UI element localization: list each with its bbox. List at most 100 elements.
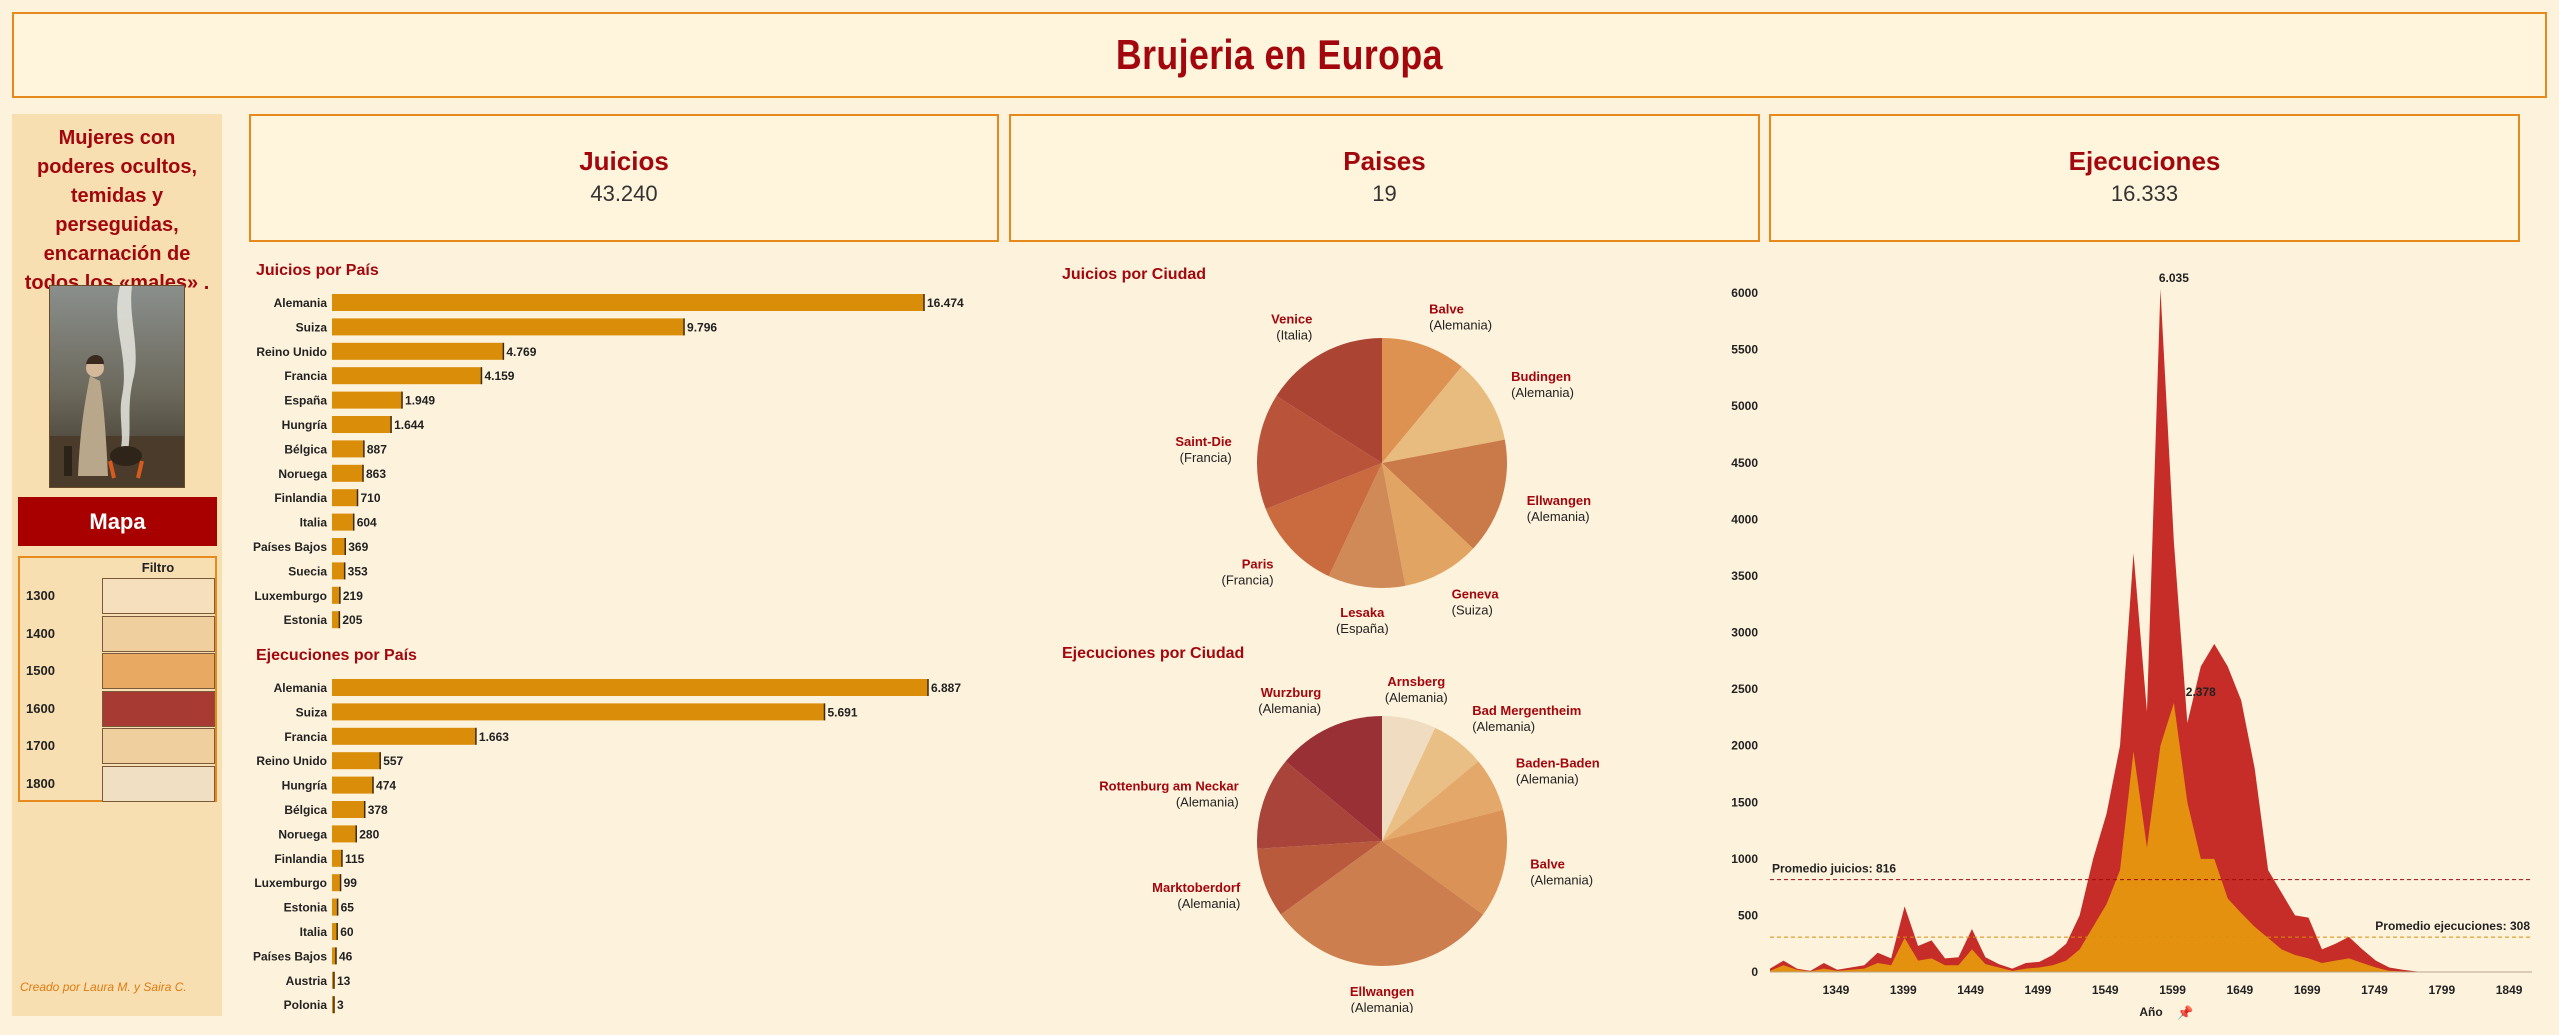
area-series[interactable] — [1770, 702, 2457, 972]
filter-row[interactable]: 1700 — [20, 728, 215, 765]
pie-country-label: (Francia) — [1180, 450, 1232, 465]
bar[interactable] — [332, 727, 476, 745]
bar-value-label: 280 — [359, 827, 379, 841]
bar[interactable] — [332, 825, 357, 843]
bar-value-label: 353 — [348, 564, 368, 578]
bar-value-label: 16.474 — [927, 296, 964, 310]
bar[interactable] — [332, 611, 340, 629]
pie-city-label: Ellwangen — [1527, 493, 1591, 508]
pie-slice[interactable] — [1382, 463, 1474, 586]
map-button[interactable]: Mapa — [18, 497, 217, 546]
bar[interactable] — [332, 947, 336, 965]
pie-slice[interactable] — [1382, 366, 1505, 463]
bar[interactable] — [332, 318, 685, 336]
pie-slice[interactable] — [1382, 716, 1436, 841]
pie-slice[interactable] — [1257, 841, 1382, 915]
x-tick-label: 1349 — [1823, 983, 1850, 997]
filter-row[interactable]: 1400 — [20, 615, 215, 653]
bar-value-label: 219 — [343, 589, 363, 603]
bar[interactable] — [332, 752, 381, 770]
area-series[interactable] — [1770, 289, 2457, 972]
bar-value-label: 3 — [337, 998, 344, 1012]
filter-swatch[interactable] — [102, 690, 215, 727]
pie-country-label: (Italia) — [1276, 327, 1312, 342]
filter-panel: Filtro 1300 1400 1500 1600 1700 1800 — [18, 556, 217, 802]
pie-city-label: Baden-Baden — [1516, 756, 1600, 771]
filter-row[interactable]: 1500 — [20, 653, 215, 690]
bar[interactable] — [332, 923, 338, 940]
bar-category-label: Noruega — [278, 467, 327, 481]
reference-label-ejecuciones: Promedio ejecuciones: 308 — [2375, 919, 2530, 933]
bar[interactable] — [332, 513, 354, 531]
filter-row-label: 1300 — [26, 588, 55, 603]
kpi-value: 16.333 — [2110, 181, 2179, 206]
bar[interactable] — [332, 562, 345, 580]
bar-category-label: Francia — [284, 730, 327, 744]
bar-value-label: 205 — [342, 613, 362, 627]
bar-value-label: 65 — [341, 901, 355, 915]
bar-category-label: Bélgica — [284, 442, 327, 456]
sidebar-quote: Mujeres con poderes ocultos, temidas y p… — [24, 127, 210, 294]
filter-swatch[interactable] — [102, 578, 215, 614]
pie-slice[interactable] — [1257, 761, 1382, 849]
pie-slice[interactable] — [1285, 716, 1382, 841]
bar-value-label: 99 — [344, 876, 358, 890]
pie-country-label: (Alemania) — [1527, 509, 1590, 524]
filter-row[interactable]: 1300 — [20, 578, 215, 615]
bar[interactable] — [332, 489, 358, 507]
pie-slice[interactable] — [1265, 463, 1382, 577]
filter-row[interactable]: 1600 — [20, 690, 215, 728]
bar[interactable] — [332, 440, 364, 458]
sidebar — [12, 114, 222, 1016]
bar[interactable] — [332, 586, 340, 604]
filter-swatch[interactable] — [102, 615, 215, 652]
pie-city-label: Ellwangen — [1350, 984, 1414, 999]
filter-swatch[interactable] — [102, 653, 215, 689]
bar[interactable] — [332, 898, 338, 916]
bar-category-label: Hungría — [282, 418, 328, 432]
pie-slice[interactable] — [1280, 841, 1484, 966]
bar[interactable] — [332, 294, 924, 311]
bar[interactable] — [332, 464, 364, 482]
bar-value-label: 5.691 — [827, 705, 857, 719]
bar[interactable] — [332, 996, 334, 1014]
pie-slice[interactable] — [1382, 809, 1507, 915]
y-tick-label: 0 — [1751, 965, 1758, 979]
pie-slice[interactable] — [1382, 761, 1504, 841]
bar-value-label: 13 — [337, 974, 351, 988]
bar[interactable] — [332, 849, 342, 867]
bar[interactable] — [332, 367, 482, 385]
y-tick-label: 3000 — [1731, 626, 1758, 640]
bar[interactable] — [332, 342, 504, 360]
bar-category-label: Finlandia — [274, 852, 327, 866]
pie-slice[interactable] — [1276, 338, 1382, 463]
pin-icon[interactable]: 📌 — [2177, 1004, 2193, 1020]
filter-row[interactable]: 1800 — [20, 765, 215, 803]
x-tick-label: 1399 — [1890, 983, 1917, 997]
bar[interactable] — [332, 703, 825, 721]
pie-country-label: (Alemania) — [1516, 772, 1579, 787]
pie-city-label: Balve — [1530, 856, 1565, 871]
bar[interactable] — [332, 391, 403, 409]
pie-slice[interactable] — [1382, 338, 1462, 463]
filter-swatch[interactable] — [102, 765, 215, 802]
juicios-por-pais-chart: Alemania 16.474 Suiza 9.796 Reino Unido 4.769… — [253, 294, 964, 629]
pie-slice[interactable] — [1382, 727, 1479, 841]
pie-slice[interactable] — [1328, 463, 1406, 588]
bar[interactable] — [332, 776, 374, 794]
bar-category-label: Suiza — [296, 705, 328, 719]
kpi-value: 19 — [1372, 181, 1397, 206]
bar[interactable] — [332, 874, 341, 892]
bar[interactable] — [332, 538, 346, 555]
pie-slice[interactable] — [1257, 396, 1382, 510]
bar-value-label: 863 — [366, 467, 386, 481]
filter-swatch[interactable] — [102, 728, 215, 764]
bar[interactable] — [332, 801, 365, 818]
filter-row-label: 1800 — [26, 775, 55, 791]
bar[interactable] — [332, 679, 928, 696]
pie-country-label: (Alemania) — [1385, 690, 1448, 705]
y-tick-label: 2000 — [1731, 739, 1758, 753]
bar[interactable] — [332, 416, 392, 433]
pie-slice[interactable] — [1382, 439, 1507, 549]
bar[interactable] — [332, 971, 334, 989]
